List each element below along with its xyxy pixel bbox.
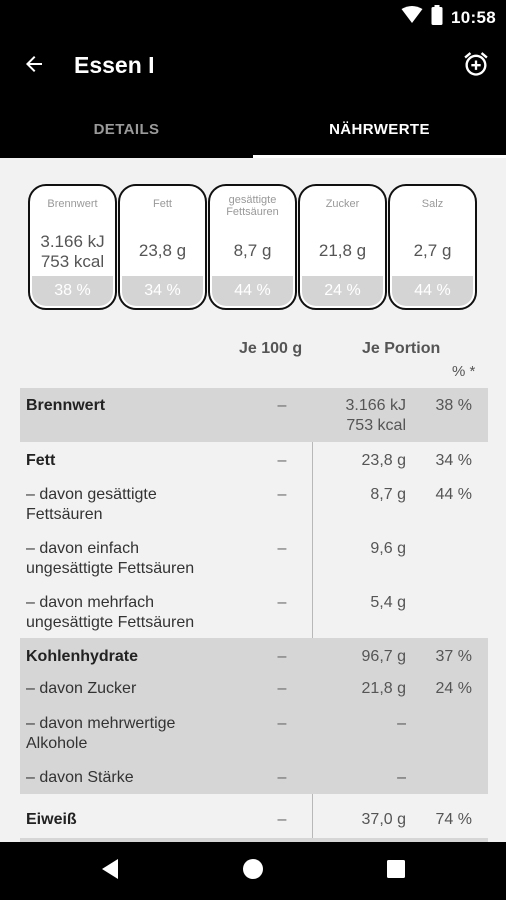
gda-indicators: Brennwert 3.166 kJ 753 kcal 38 % Fett 23…: [28, 184, 480, 310]
portion-value: 21,8 g: [361, 680, 406, 697]
per100-value: –: [277, 648, 287, 665]
table-row-partial: [20, 838, 488, 842]
percent-value: 38 %: [435, 397, 472, 414]
app-bar: Essen I: [0, 32, 506, 100]
percent-value: 74 %: [435, 811, 472, 828]
per100-value: –: [277, 680, 287, 697]
status-time: 10:58: [451, 7, 496, 27]
nutrient-name: – davon Zucker: [26, 680, 137, 697]
gda-zucker: Zucker 21,8 g 24 %: [298, 184, 387, 310]
gda-value: 8,7 g: [233, 241, 272, 260]
portion-value: 96,7 g: [361, 648, 406, 665]
table-row: Brennwert – 3.166 kJ 753 kcal 38 %: [20, 388, 488, 442]
table-row: – davon mehrwertige Alkohole – –: [20, 706, 488, 760]
percent-value: 44 %: [435, 486, 472, 503]
nutrient-name: – davon gesättigte Fettsäuren: [26, 486, 157, 523]
nav-back-button[interactable]: [90, 851, 130, 891]
per100-value: –: [277, 452, 287, 469]
portion-value: 3.166 kJ 753 kcal: [345, 397, 406, 434]
table-row: Fett – 23,8 g 34 %: [20, 442, 488, 476]
signal-icon: [401, 6, 423, 29]
per100-value: –: [277, 397, 287, 414]
column-header-percent: % *: [452, 363, 476, 380]
table-row: – davon gesättigte Fettsäuren – 8,7 g 44…: [20, 476, 488, 530]
gda-salz: Salz 2,7 g 44 %: [388, 184, 477, 310]
table-row: Kohlenhydrate – 96,7 g 37 %: [20, 638, 488, 672]
add-alarm-icon: [462, 50, 490, 83]
add-alarm-button[interactable]: [456, 46, 496, 86]
nutrient-name: Brennwert: [26, 397, 106, 414]
gda-value: 2,7 g: [413, 241, 452, 260]
column-divider: [312, 388, 313, 842]
gda-percent: 38 %: [32, 276, 113, 306]
portion-value: –: [397, 715, 406, 732]
nav-recents-button[interactable]: [376, 851, 416, 891]
table-row: – davon mehrfach ungesättigte Fettsäuren…: [20, 584, 488, 638]
per100-value: –: [277, 715, 287, 732]
status-bar: 10:58: [0, 0, 506, 32]
nutrient-name: Kohlenhydrate: [26, 648, 139, 665]
gda-fett: Fett 23,8 g 34 %: [118, 184, 207, 310]
percent-value: 24 %: [435, 680, 472, 697]
gda-value: 3.166 kJ 753 kcal: [40, 232, 105, 271]
table-row: – davon Stärke – –: [20, 760, 488, 794]
tab-details[interactable]: DETAILS: [93, 121, 160, 138]
per100-value: –: [277, 811, 287, 828]
nutrient-name: – davon mehrwertige Alkohole: [26, 715, 176, 752]
tab-bar: DETAILS NÄHRWERTE: [0, 100, 506, 158]
table-row: Eiweiß – 37,0 g 74 %: [20, 794, 488, 838]
gda-value: 21,8 g: [318, 241, 367, 260]
nutrition-table: Brennwert – 3.166 kJ 753 kcal 38 % Fett …: [20, 388, 488, 842]
percent-value: 37 %: [435, 648, 472, 665]
gda-percent: 34 %: [122, 276, 203, 306]
tab-naehrwerte[interactable]: NÄHRWERTE: [253, 100, 506, 158]
gda-label: Brennwert: [47, 198, 98, 210]
gda-percent: 44 %: [212, 276, 293, 306]
nav-home-icon: [242, 858, 264, 885]
per100-value: –: [277, 540, 287, 557]
gda-label: Salz: [421, 198, 444, 210]
nutrient-name: – davon Stärke: [26, 769, 134, 786]
nutrient-name: – davon mehrfach ungesättigte Fettsäuren: [26, 594, 195, 631]
per100-value: –: [277, 486, 287, 503]
back-arrow-icon: [22, 52, 46, 81]
portion-value: 9,6 g: [370, 540, 406, 557]
portion-value: –: [397, 769, 406, 786]
portion-value: 5,4 g: [370, 594, 406, 611]
column-header-per100: Je 100 g: [239, 340, 303, 357]
status-icons: 10:58: [401, 5, 496, 30]
nutrient-name: Fett: [26, 452, 56, 469]
gda-label: Zucker: [325, 198, 360, 210]
nutrient-name: – davon einfach ungesättigte Fettsäuren: [26, 540, 195, 577]
nutrient-name: Eiweiß: [26, 811, 77, 828]
table-row: – davon Zucker – 21,8 g 24 %: [20, 672, 488, 706]
nav-recents-icon: [386, 859, 406, 884]
gda-gesaettigte-fettsaeuren: gesättigte Fettsäuren 8,7 g 44 %: [208, 184, 297, 310]
nav-home-button[interactable]: [233, 851, 273, 891]
navigation-bar: [0, 842, 506, 900]
page-title: Essen I: [74, 52, 155, 78]
per100-value: –: [277, 594, 287, 611]
portion-value: 37,0 g: [361, 811, 406, 828]
portion-value: 8,7 g: [370, 486, 406, 503]
gda-brennwert: Brennwert 3.166 kJ 753 kcal 38 %: [28, 184, 117, 310]
gda-value: 23,8 g: [138, 241, 187, 260]
gda-label: Fett: [153, 198, 172, 210]
nav-back-icon: [100, 858, 120, 885]
back-button[interactable]: [14, 46, 54, 86]
gda-percent: 44 %: [392, 276, 473, 306]
column-header-portion: Je Portion: [362, 340, 441, 357]
gda-label: gesättigte Fettsäuren: [226, 194, 279, 218]
nutrition-content[interactable]: Brennwert 3.166 kJ 753 kcal 38 % Fett 23…: [0, 158, 506, 842]
portion-value: 23,8 g: [361, 452, 406, 469]
battery-icon: [431, 5, 443, 30]
table-row: – davon einfach ungesättigte Fettsäuren …: [20, 530, 488, 584]
per100-value: –: [277, 769, 287, 786]
gda-percent: 24 %: [302, 276, 383, 306]
percent-value: 34 %: [435, 452, 472, 469]
